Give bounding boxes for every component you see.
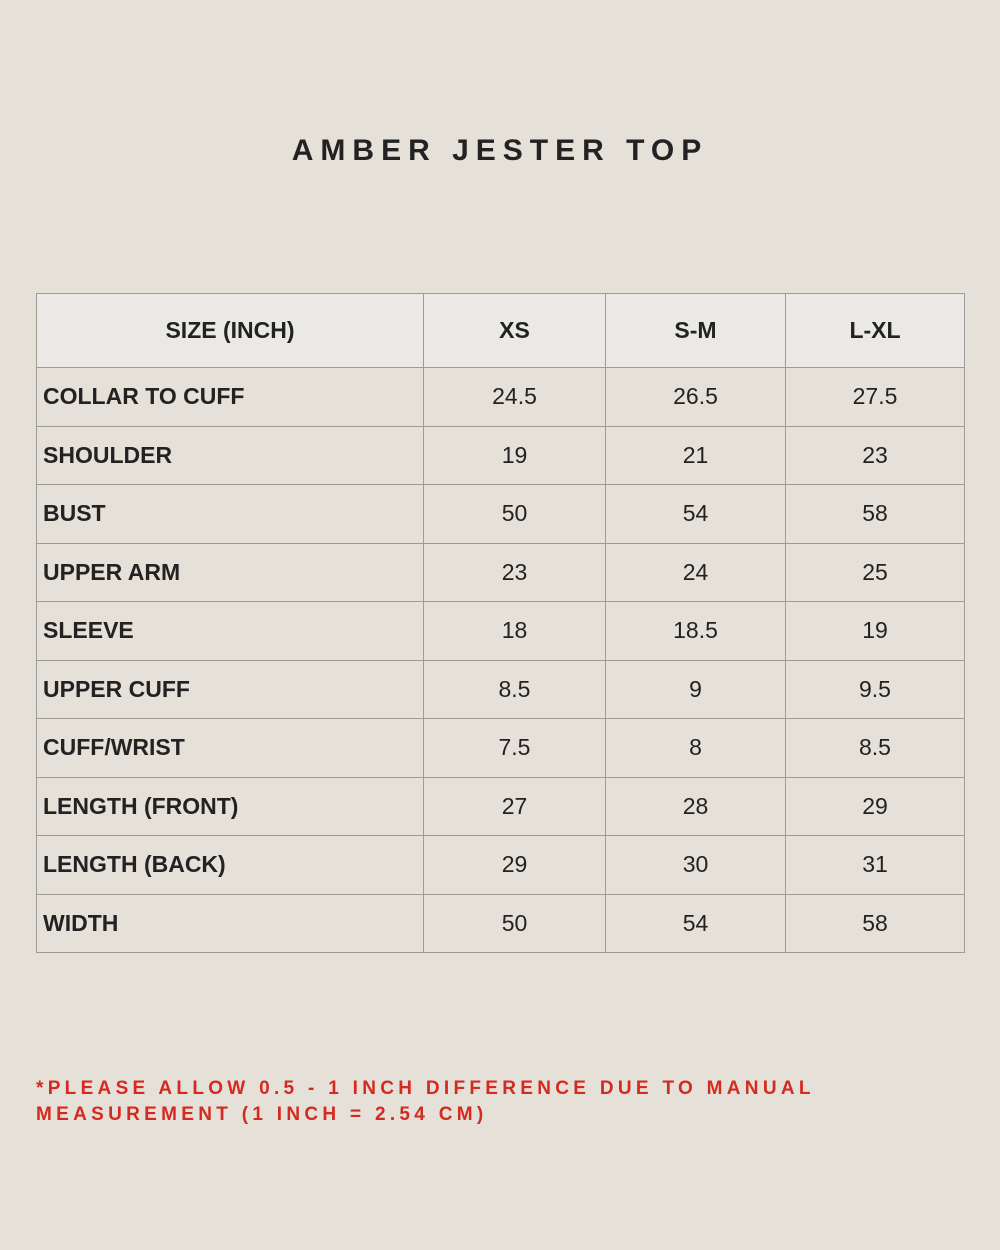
cell: 50 <box>423 484 606 544</box>
table-row: UPPER CUFF 8.5 9 9.5 <box>36 659 965 719</box>
cell: 24.5 <box>423 367 606 427</box>
cell: 21 <box>605 425 786 485</box>
title: AMBER JESTER TOP <box>291 134 709 167</box>
row-label: WIDTH <box>36 893 424 953</box>
cell: 54 <box>605 484 786 544</box>
cell: 7.5 <box>423 718 606 778</box>
cell: 23 <box>785 425 965 485</box>
cell: 19 <box>785 601 965 661</box>
cell: 28 <box>605 776 786 836</box>
header-cell: S-M <box>605 293 786 368</box>
cell: 31 <box>785 835 965 895</box>
row-label: UPPER ARM <box>36 542 424 602</box>
row-label: LENGTH (BACK) <box>36 835 424 895</box>
cell: 24 <box>605 542 786 602</box>
cell: 27.5 <box>785 367 965 427</box>
table-row: LENGTH (FRONT) 27 28 29 <box>36 776 965 836</box>
cell: 25 <box>785 542 965 602</box>
header-row: SIZE (INCH) XS S-M L-XL <box>36 293 965 368</box>
cell: 30 <box>605 835 786 895</box>
cell: 23 <box>423 542 606 602</box>
header-cell: L-XL <box>785 293 965 368</box>
cell: 8 <box>605 718 786 778</box>
size-table: SIZE (INCH) XS S-M L-XL COLLAR TO CUFF 24.5 2… <box>36 293 965 953</box>
table-row: BUST 50 54 58 <box>36 484 965 544</box>
cell: 58 <box>785 484 965 544</box>
table-body: COLLAR TO CUFF 24.5 26.5 27.5 SHOULDER 19 21 23… <box>36 367 965 953</box>
note: *PLEASE ALLOW 0.5 - 1 INCH DIFFERENCE DU… <box>36 1076 815 1128</box>
header-cell: XS <box>423 293 606 368</box>
cell: 50 <box>423 893 606 953</box>
cell: 19 <box>423 425 606 485</box>
note-line: *PLEASE ALLOW 0.5 - 1 INCH DIFFERENCE DU… <box>36 1078 815 1099</box>
cell: 9 <box>605 659 786 719</box>
cell: 58 <box>785 893 965 953</box>
cell: 26.5 <box>605 367 786 427</box>
row-label: BUST <box>36 484 424 544</box>
row-label: COLLAR TO CUFF <box>36 367 424 427</box>
table-row: SLEEVE 18 18.5 19 <box>36 601 965 661</box>
cell: 9.5 <box>785 659 965 719</box>
cell: 29 <box>785 776 965 836</box>
table-row: UPPER ARM 23 24 25 <box>36 542 965 602</box>
row-label: SHOULDER <box>36 425 424 485</box>
cell: 29 <box>423 835 606 895</box>
row-label: CUFF/WRIST <box>36 718 424 778</box>
table-row: CUFF/WRIST 7.5 8 8.5 <box>36 718 965 778</box>
table-row: WIDTH 50 54 58 <box>36 893 965 953</box>
row-label: UPPER CUFF <box>36 659 424 719</box>
cell: 18.5 <box>605 601 786 661</box>
cell: 27 <box>423 776 606 836</box>
row-label: LENGTH (FRONT) <box>36 776 424 836</box>
cell: 54 <box>605 893 786 953</box>
note-line: MEASUREMENT (1 INCH = 2.54 CM) <box>36 1104 488 1125</box>
cell: 18 <box>423 601 606 661</box>
row-label: SLEEVE <box>36 601 424 661</box>
header-cell: SIZE (INCH) <box>36 293 424 368</box>
table-row: LENGTH (BACK) 29 30 31 <box>36 835 965 895</box>
table-row: SHOULDER 19 21 23 <box>36 425 965 485</box>
cell: 8.5 <box>423 659 606 719</box>
table-row: COLLAR TO CUFF 24.5 26.5 27.5 <box>36 367 965 427</box>
cell: 8.5 <box>785 718 965 778</box>
